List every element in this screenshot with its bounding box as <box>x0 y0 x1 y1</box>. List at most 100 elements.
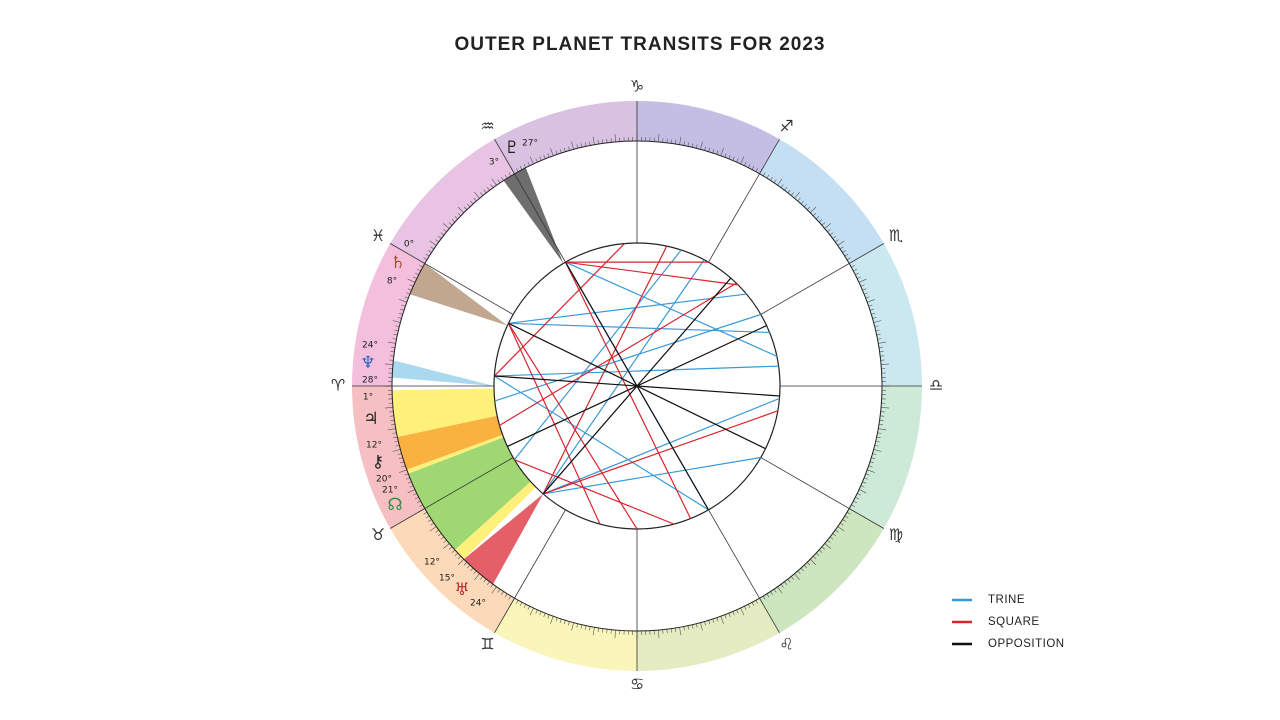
tick <box>732 156 735 161</box>
tick <box>728 613 731 617</box>
tick <box>821 222 826 226</box>
tick <box>874 444 879 447</box>
tick <box>777 586 783 594</box>
tick <box>773 588 777 593</box>
tick <box>787 189 791 194</box>
tick <box>417 268 421 272</box>
tick <box>399 469 407 473</box>
tick <box>728 155 731 159</box>
aspect-line <box>494 365 779 377</box>
tick <box>855 272 859 276</box>
tick <box>568 146 570 151</box>
tick <box>419 504 423 507</box>
tick <box>555 150 558 155</box>
tick <box>704 621 706 626</box>
tick <box>563 147 566 152</box>
tick <box>589 141 591 146</box>
tick <box>720 148 724 156</box>
tick <box>409 485 414 488</box>
tick <box>860 284 865 287</box>
degree: 0° <box>404 240 414 250</box>
tick <box>827 229 831 233</box>
tick <box>878 424 883 426</box>
tick <box>835 529 839 533</box>
planet-glyph: ☊ <box>387 495 402 515</box>
degree: 28° <box>362 376 378 386</box>
tick <box>407 489 416 494</box>
tick <box>473 197 477 202</box>
tick <box>442 223 450 229</box>
cusp-line <box>494 509 566 634</box>
tick <box>440 536 445 540</box>
tick <box>576 623 579 628</box>
tick <box>878 428 887 431</box>
tick <box>747 604 751 608</box>
tick <box>842 250 846 253</box>
tick <box>417 500 421 504</box>
tick <box>443 229 447 233</box>
tick <box>815 552 820 557</box>
tick <box>810 559 817 566</box>
aspect-line <box>494 375 709 511</box>
tick <box>790 192 794 196</box>
tick <box>516 600 519 604</box>
tick <box>508 172 512 177</box>
planet-labels: ♇ 27° 3° ♄ 0° 8° ♆ 24° 28° ♃ 1° ⚷ 12° 20… <box>360 138 538 609</box>
sign-sector <box>759 139 884 264</box>
tick <box>423 257 428 261</box>
tick <box>398 457 403 460</box>
tick <box>683 141 685 146</box>
tick <box>457 206 464 213</box>
tick <box>415 272 419 276</box>
tick <box>490 584 494 588</box>
tick <box>394 440 399 443</box>
tick <box>732 611 735 616</box>
tick <box>770 177 773 181</box>
tick <box>501 177 504 181</box>
tick <box>470 200 474 205</box>
planet-wedge <box>392 360 494 386</box>
sign-glyph: ♐ <box>779 117 793 136</box>
tick <box>868 465 873 468</box>
tick <box>679 136 682 145</box>
tick <box>762 595 766 600</box>
tick <box>407 288 412 291</box>
tick <box>543 155 546 159</box>
tick <box>399 299 407 303</box>
tick <box>867 299 875 303</box>
degree: 12° <box>366 441 382 451</box>
tick <box>865 296 870 299</box>
tick <box>766 593 770 598</box>
tick <box>504 174 508 179</box>
sign-sector <box>637 101 780 174</box>
tick <box>766 174 770 179</box>
tick <box>818 219 823 223</box>
tick <box>832 533 837 537</box>
tick <box>877 338 882 340</box>
tick <box>454 215 459 220</box>
tick <box>547 614 550 619</box>
tick <box>829 232 834 236</box>
planet-wedge <box>392 388 498 437</box>
tick <box>392 338 397 340</box>
legend-label: TRINE <box>988 594 1025 606</box>
tick <box>504 593 508 598</box>
tick <box>724 614 727 619</box>
tick <box>824 543 832 549</box>
tick <box>437 235 442 239</box>
tick <box>803 564 808 569</box>
tick <box>853 500 857 504</box>
aspect-line <box>542 397 780 495</box>
tick <box>480 192 484 196</box>
sign-glyph: ♊ <box>480 634 494 653</box>
tick <box>810 206 817 213</box>
degree: 27° <box>522 139 538 149</box>
tick <box>818 549 823 553</box>
degree: 1° <box>363 393 373 403</box>
tick <box>744 606 747 610</box>
sign-sector <box>352 243 425 386</box>
tick <box>543 613 546 617</box>
tick <box>839 246 844 250</box>
tick <box>395 325 400 328</box>
sign-glyph: ♎ <box>929 376 943 395</box>
